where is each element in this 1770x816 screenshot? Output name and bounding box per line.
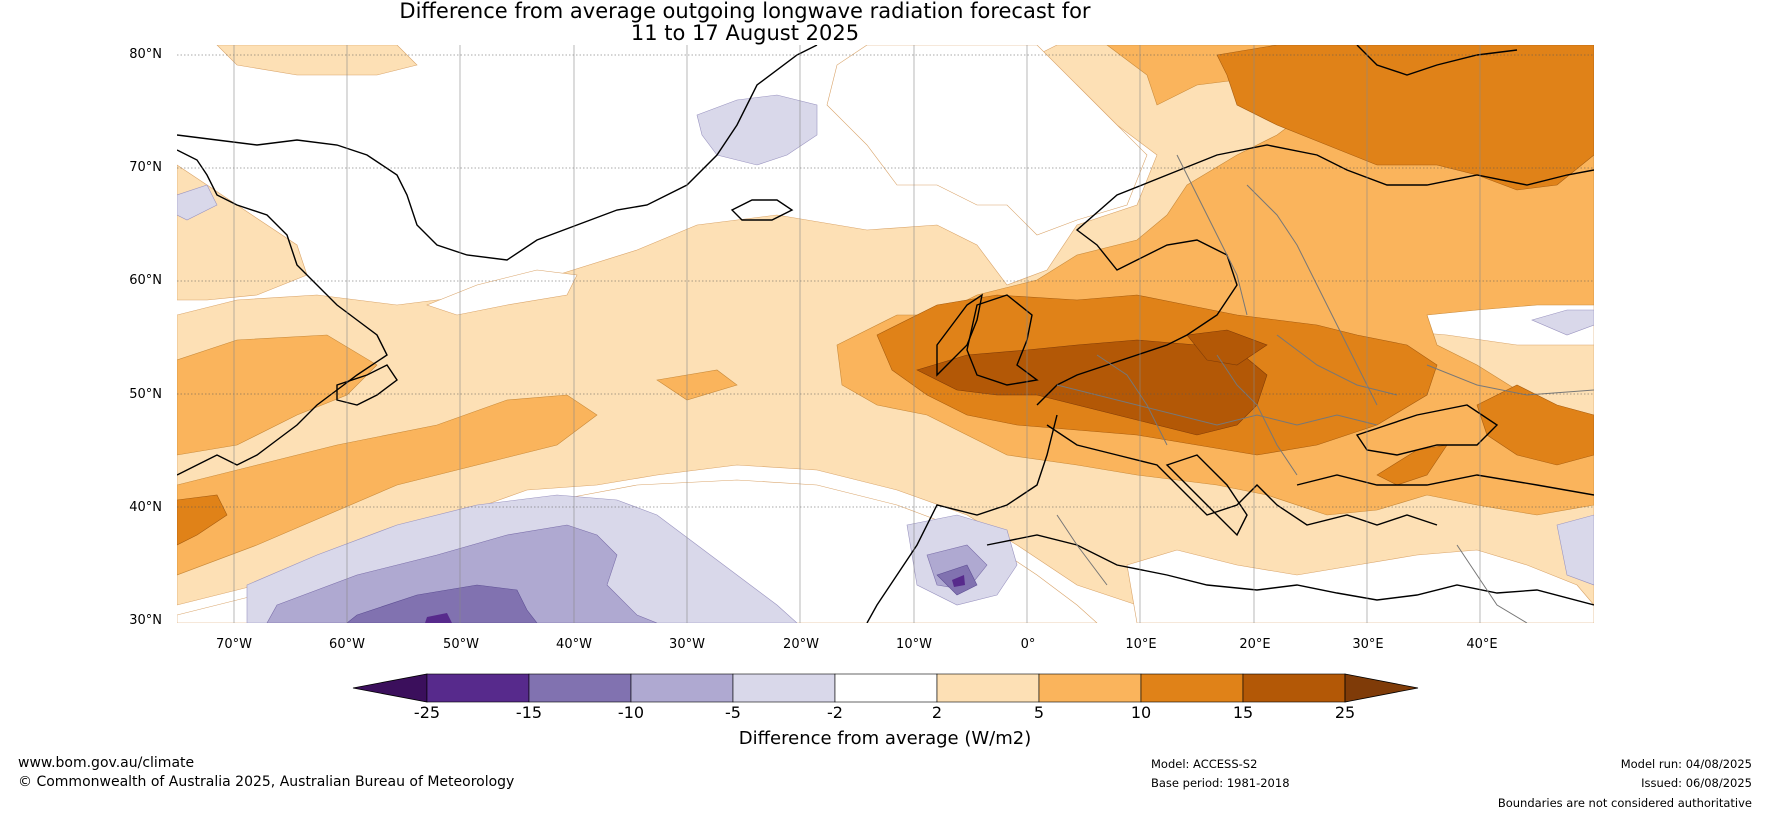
colorbar-tick-15: 15: [1232, 703, 1254, 722]
colorbar-tick-minus25: -25: [413, 703, 441, 722]
colorbar-tick-10: 10: [1130, 703, 1152, 722]
lon-label-10e: 10°E: [1125, 637, 1157, 652]
lat-label-60n: 60°N: [129, 273, 162, 288]
map-title-line-2: 11 to 17 August 2025: [630, 21, 860, 45]
lon-label-50w: 50°W: [443, 637, 479, 652]
lon-label-60w: 60°W: [329, 637, 365, 652]
colorbar-bin-10-15: [1140, 673, 1244, 703]
lat-label-50n: 50°N: [129, 387, 162, 402]
lat-label-70n: 70°N: [129, 160, 162, 175]
map-panel: [177, 45, 1594, 623]
lon-label-30w: 30°W: [669, 637, 705, 652]
colorbar-bin-minus15-minus10: [528, 673, 632, 703]
map-title-line-1: Difference from average outgoing longwav…: [399, 0, 1091, 23]
colorbar-tick-25: 25: [1334, 703, 1356, 722]
lat-label-30n: 30°N: [129, 613, 162, 628]
footer-copyright: © Commonwealth of Australia 2025, Austra…: [18, 774, 515, 790]
colorbar-bin-minus5-minus2: [732, 673, 836, 703]
lon-label-20w: 20°W: [783, 637, 819, 652]
colorbar-bin-15-25: [1242, 673, 1346, 703]
colorbar-tick-minus2: -2: [827, 703, 843, 722]
colorbar-tick-minus10: -10: [617, 703, 645, 722]
colorbar-extend-high: [1344, 673, 1419, 703]
lon-label-40w: 40°W: [556, 637, 592, 652]
colorbar-tick-2: 2: [931, 703, 943, 722]
colorbar-bin-minus10-minus5: [630, 673, 734, 703]
colorbar: [352, 673, 1419, 703]
colorbar-bin-minus2-2: [834, 673, 938, 703]
lon-label-20e: 20°E: [1239, 637, 1271, 652]
colorbar-bin-minus25-minus15: [426, 673, 530, 703]
lon-label-40e: 40°E: [1466, 637, 1498, 652]
graticule: [177, 54, 1594, 508]
colorbar-bin-2-5: [936, 673, 1040, 703]
footer-url: www.bom.gov.au/climate: [18, 755, 195, 771]
colorbar-title: Difference from average (W/m2): [738, 728, 1032, 749]
anomaly-15-to-25-region: [916, 329, 1268, 436]
colorbar-tick-minus15: -15: [515, 703, 543, 722]
footer-issued: Issued: 06/08/2025: [1641, 776, 1752, 790]
anomaly-minus-15-to-minus-25-region: [425, 575, 965, 623]
colorbar-tick-minus5: -5: [725, 703, 741, 722]
footer-base-period: Base period: 1981-2018: [1151, 776, 1290, 790]
lon-label-70w: 70°W: [216, 637, 252, 652]
colorbar-bin-5-10: [1038, 673, 1142, 703]
footer-disclaimer: Boundaries are not considered authoritat…: [1497, 796, 1752, 810]
footer-model: Model: ACCESS-S2: [1151, 757, 1258, 771]
lon-label-30e: 30°E: [1352, 637, 1384, 652]
footer-model-run: Model run: 04/08/2025: [1620, 757, 1752, 771]
colorbar-extend-low: [352, 673, 428, 703]
lon-label-10w: 10°W: [896, 637, 932, 652]
country-borders: [1056, 154, 1594, 623]
anomaly-map: [177, 45, 1594, 623]
coastlines: [177, 45, 1594, 623]
lon-label-0: 0°: [1020, 637, 1036, 652]
lat-label-80n: 80°N: [129, 47, 162, 62]
colorbar-tick-5: 5: [1033, 703, 1045, 722]
lat-label-40n: 40°N: [129, 500, 162, 515]
